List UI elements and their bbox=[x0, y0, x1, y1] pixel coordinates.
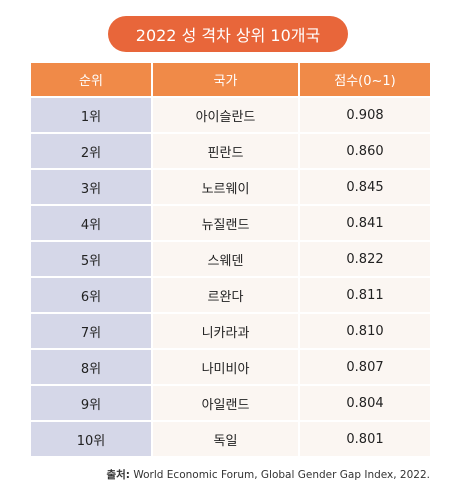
table-row: 6위 르완다 0.811 bbox=[31, 278, 430, 314]
rank-cell: 7위 bbox=[31, 314, 151, 350]
rank-cell: 1위 bbox=[31, 98, 151, 134]
page-title: 2022 성 격차 상위 10개국 bbox=[108, 16, 348, 52]
rank-cell: 2위 bbox=[31, 134, 151, 170]
table-row: 3위 노르웨이 0.845 bbox=[31, 170, 430, 206]
table-row: 10위 독일 0.801 bbox=[31, 422, 430, 458]
country-cell: 나미비아 bbox=[151, 350, 298, 386]
score-cell: 0.845 bbox=[298, 170, 430, 206]
rank-cell: 8위 bbox=[31, 350, 151, 386]
rank-cell: 10위 bbox=[31, 422, 151, 458]
header-score: 점수(0~1) bbox=[298, 63, 430, 98]
score-cell: 0.860 bbox=[298, 134, 430, 170]
table-row: 5위 스웨덴 0.822 bbox=[31, 242, 430, 278]
country-cell: 뉴질랜드 bbox=[151, 206, 298, 242]
header-rank: 순위 bbox=[31, 63, 151, 98]
score-cell: 0.804 bbox=[298, 386, 430, 422]
ranking-table: 순위 국가 점수(0~1) 1위 아이슬란드 0.908 2위 핀란드 0.86… bbox=[31, 63, 430, 458]
score-cell: 0.810 bbox=[298, 314, 430, 350]
rank-cell: 9위 bbox=[31, 386, 151, 422]
score-cell: 0.811 bbox=[298, 278, 430, 314]
country-cell: 노르웨이 bbox=[151, 170, 298, 206]
country-cell: 핀란드 bbox=[151, 134, 298, 170]
table-row: 9위 아일랜드 0.804 bbox=[31, 386, 430, 422]
table-row: 7위 니카라과 0.810 bbox=[31, 314, 430, 350]
source-label: 출처: bbox=[106, 469, 131, 481]
rank-cell: 4위 bbox=[31, 206, 151, 242]
country-cell: 독일 bbox=[151, 422, 298, 458]
source-text: World Economic Forum, Global Gender Gap … bbox=[130, 469, 430, 481]
table-row: 1위 아이슬란드 0.908 bbox=[31, 98, 430, 134]
country-cell: 르완다 bbox=[151, 278, 298, 314]
header-country: 국가 bbox=[151, 63, 298, 98]
country-cell: 아일랜드 bbox=[151, 386, 298, 422]
table-row: 2위 핀란드 0.860 bbox=[31, 134, 430, 170]
score-cell: 0.801 bbox=[298, 422, 430, 458]
table-row: 8위 나미비아 0.807 bbox=[31, 350, 430, 386]
rank-cell: 6위 bbox=[31, 278, 151, 314]
score-cell: 0.841 bbox=[298, 206, 430, 242]
score-cell: 0.822 bbox=[298, 242, 430, 278]
score-cell: 0.807 bbox=[298, 350, 430, 386]
table-row: 4위 뉴질랜드 0.841 bbox=[31, 206, 430, 242]
table-header-row: 순위 국가 점수(0~1) bbox=[31, 63, 430, 98]
country-cell: 아이슬란드 bbox=[151, 98, 298, 134]
source-note: 출처: World Economic Forum, Global Gender … bbox=[106, 467, 430, 482]
country-cell: 니카라과 bbox=[151, 314, 298, 350]
rank-cell: 5위 bbox=[31, 242, 151, 278]
country-cell: 스웨덴 bbox=[151, 242, 298, 278]
score-cell: 0.908 bbox=[298, 98, 430, 134]
rank-cell: 3위 bbox=[31, 170, 151, 206]
